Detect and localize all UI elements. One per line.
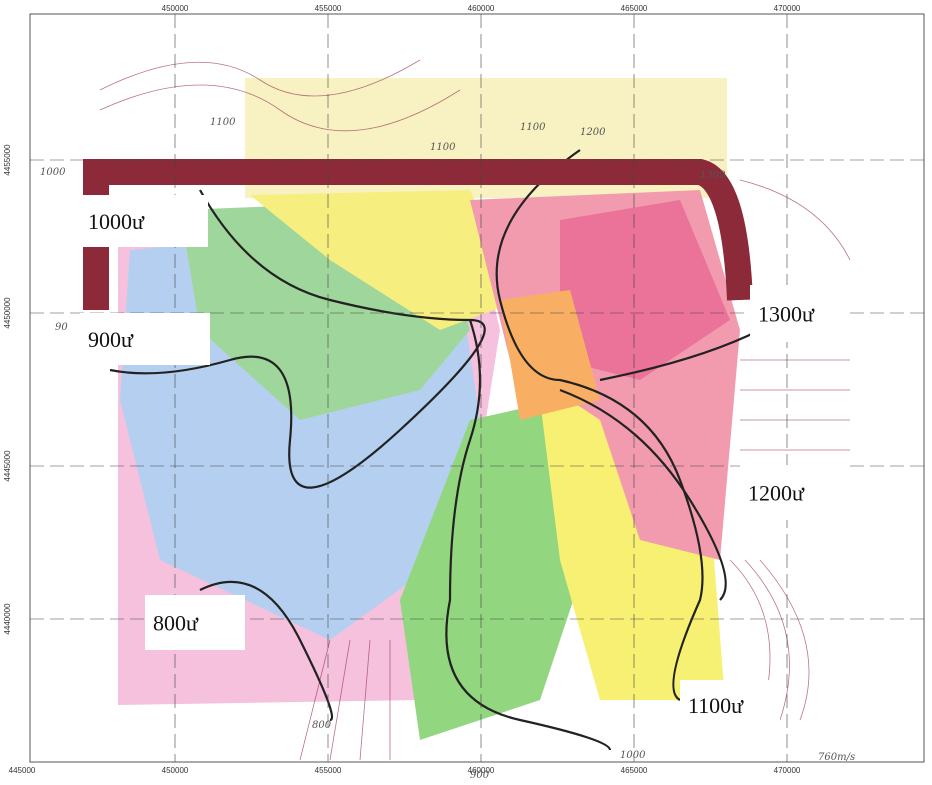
x-tick-label: 470000 [774, 4, 801, 13]
contour-note: 1000 [40, 167, 66, 178]
contour-note: 1100 [520, 122, 546, 133]
y-tick-label: 4450000 [3, 297, 12, 329]
contour-note: 1000 [620, 750, 646, 761]
velocity-label: 1100ư [688, 693, 744, 718]
contour-note: 900 [470, 770, 490, 781]
x-tick-label: 465000 [621, 766, 648, 775]
x-tick-label: 455000 [315, 766, 342, 775]
contour-note: 760m/s [818, 752, 855, 763]
velocity-label: 900ư [88, 327, 134, 352]
velocity-label: 1300ư [758, 302, 815, 327]
y-tick-label: 4440000 [3, 603, 12, 635]
contour-note: 1300 [700, 170, 726, 181]
y-tick-label: 4455000 [3, 144, 12, 176]
x-tick-label: 470000 [774, 766, 801, 775]
velocity-label: 1000ư [88, 209, 145, 234]
contour-note: 800 [312, 720, 332, 731]
velocity-label: 1200ư [748, 481, 805, 506]
contour-note: 1200 [580, 127, 606, 138]
y-tick-label: 4445000 [3, 450, 12, 482]
contour-note: 1100 [430, 142, 456, 153]
contour-note: 90 [55, 322, 68, 333]
x-tick-label: 450000 [162, 766, 189, 775]
x-tick-label: 455000 [315, 4, 342, 13]
contour-note: 1100 [210, 117, 236, 128]
x-tick-label: 460000 [468, 4, 495, 13]
x-tick-label: 445000 [9, 766, 36, 775]
page: {"map": { "x_ticks_top": [450000, 455000… [0, 0, 932, 785]
map: 450000 455000 460000 465000 470000 445000 4500… [0, 0, 932, 785]
x-tick-label: 465000 [621, 4, 648, 13]
x-tick-label: 450000 [162, 4, 189, 13]
velocity-label: 800ư [153, 611, 199, 636]
